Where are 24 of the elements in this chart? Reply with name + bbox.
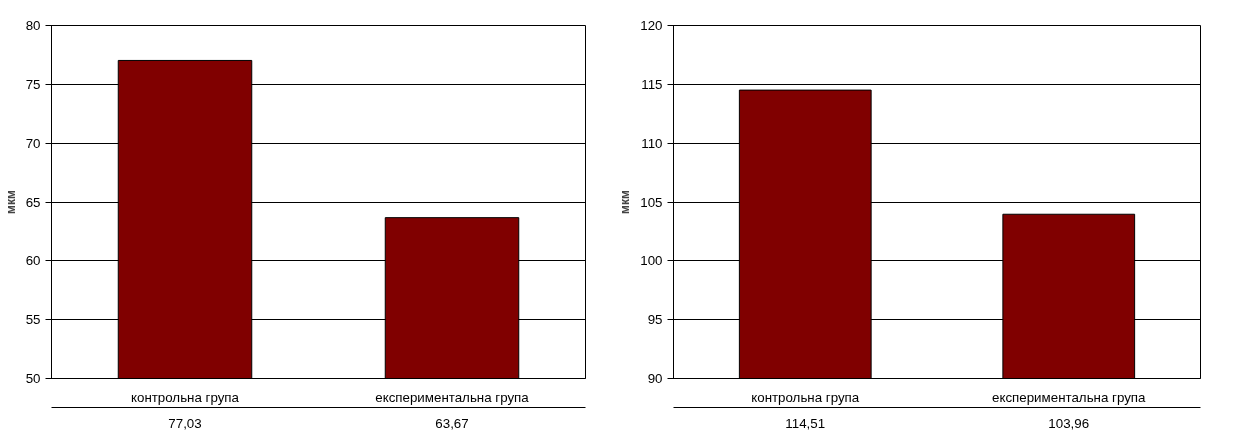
- y-tick-label: 50: [25, 371, 41, 386]
- data-label: 63,67: [435, 415, 469, 431]
- y-axis-title: мкм: [3, 190, 18, 214]
- y-tick-label: 65: [25, 194, 41, 210]
- y-axis-title: мкм: [618, 190, 633, 214]
- y-tick-label: 80: [25, 18, 41, 33]
- data-label: 114,51: [785, 415, 826, 431]
- y-tick-label: 115: [641, 76, 663, 92]
- y-tick-label: 95: [647, 312, 663, 328]
- y-tick-label: 105: [640, 194, 663, 210]
- y-tick-label: 70: [25, 135, 41, 151]
- y-tick-label: 60: [25, 253, 41, 269]
- data-label: 103,96: [1048, 415, 1090, 431]
- y-tick-label: 55: [25, 312, 41, 328]
- y-tick-label: 75: [25, 76, 41, 92]
- x-tick-label: експериментальна група: [375, 389, 530, 405]
- y-tick-label: 90: [647, 371, 663, 386]
- y-tick-label: 100: [640, 253, 663, 269]
- y-tick-label: 120: [640, 18, 663, 33]
- y-tick-label: 110: [641, 135, 663, 151]
- x-tick-label: контрольна група: [751, 389, 860, 405]
- x-tick-label: експериментальна група: [992, 389, 1147, 405]
- x-tick-label: контрольна група: [131, 389, 240, 405]
- data-label: 77,03: [168, 415, 202, 431]
